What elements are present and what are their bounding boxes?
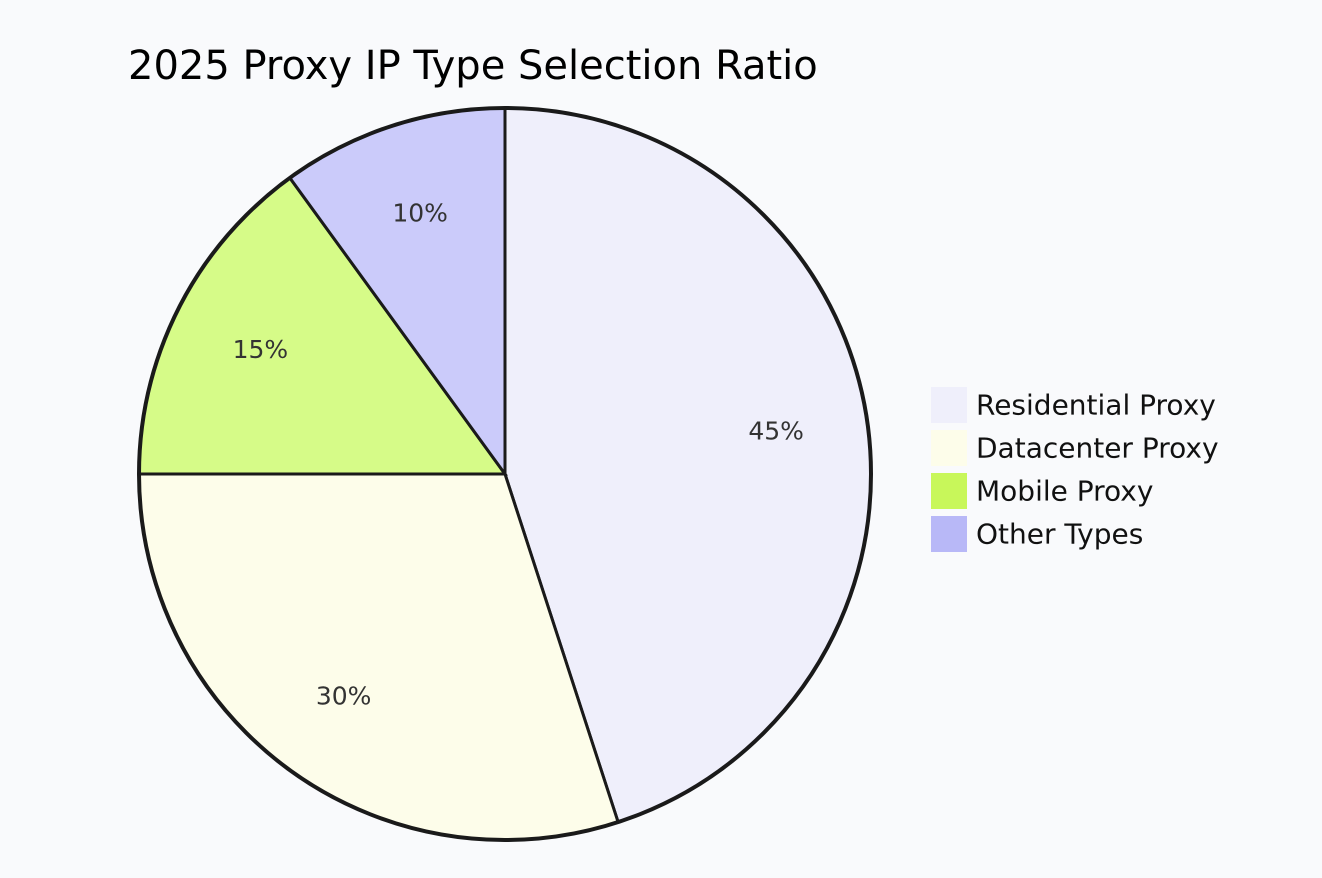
- chart-title: 2025 Proxy IP Type Selection Ratio: [128, 43, 818, 89]
- legend: Residential Proxy Datacenter Proxy Mobile …: [931, 387, 1219, 552]
- legend-swatch-mobile-proxy: [931, 473, 967, 509]
- legend-label-mobile-proxy: Mobile Proxy: [976, 475, 1153, 508]
- slice-label-other-types: 10%: [392, 198, 448, 227]
- legend-swatch-other-types: [931, 516, 967, 552]
- slice-label-mobile-proxy: 15%: [233, 335, 289, 364]
- pie-slice-labels: 45% 30% 15% 10%: [233, 198, 804, 710]
- legend-label-other-types: Other Types: [976, 518, 1143, 551]
- pie-slices: [137, 106, 873, 842]
- pie-outline: [137, 106, 873, 842]
- legend-label-datacenter-proxy: Datacenter Proxy: [976, 432, 1219, 465]
- legend-label-residential-proxy: Residential Proxy: [976, 389, 1216, 422]
- legend-swatch-datacenter-proxy: [931, 430, 967, 466]
- legend-swatch-residential-proxy: [931, 387, 967, 423]
- slice-label-residential-proxy: 45%: [748, 417, 804, 446]
- slice-label-datacenter-proxy: 30%: [316, 682, 372, 711]
